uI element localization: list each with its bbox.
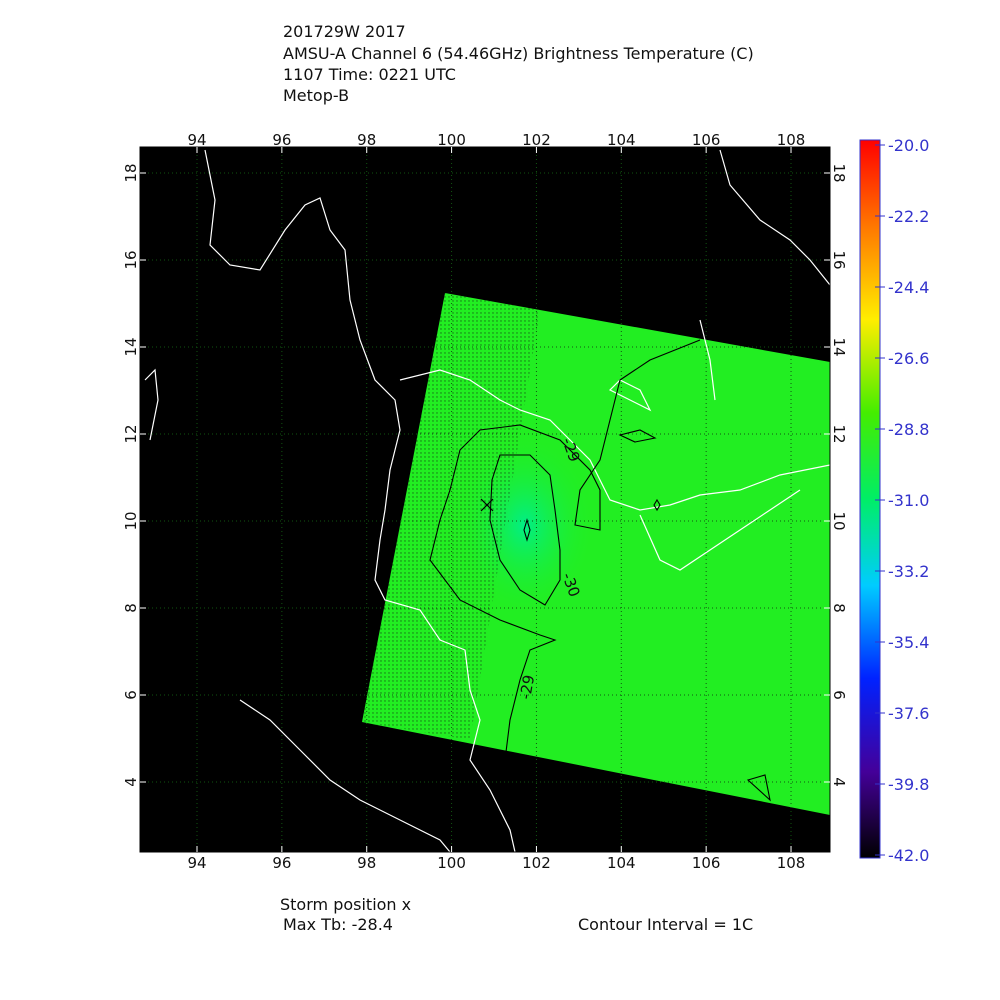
lon-label: 100 bbox=[437, 131, 466, 149]
lat-label: 12 bbox=[122, 424, 140, 443]
storm-position: Storm position x bbox=[280, 895, 411, 914]
lat-label: 6 bbox=[122, 690, 140, 700]
title-line: AMSU-A Channel 6 (54.46GHz) Brightness T… bbox=[283, 44, 754, 63]
hatched-strip bbox=[362, 293, 540, 740]
colorbar bbox=[859, 139, 881, 859]
colorbar-label: -39.8 bbox=[888, 775, 929, 794]
colorbar-labels: -20.0 -22.2 -24.4 -26.6 -28.8 -31.0 -33.2 -35.4… bbox=[875, 136, 929, 865]
lon-label: 96 bbox=[272, 131, 291, 149]
contours bbox=[429, 339, 771, 802]
map-frame bbox=[139, 146, 831, 853]
lat-label: 18 bbox=[122, 163, 140, 182]
colorbar-label: -26.6 bbox=[888, 349, 929, 368]
lat-label: 4 bbox=[830, 777, 848, 787]
colorbar-label: -20.0 bbox=[888, 136, 929, 155]
colorbar-label: -22.2 bbox=[888, 207, 929, 226]
title-line: 1107 Time: 0221 UTC bbox=[283, 65, 456, 84]
lon-label: 98 bbox=[357, 131, 376, 149]
header: 201729W 2017 AMSU-A Channel 6 (54.46GHz)… bbox=[283, 22, 754, 105]
lon-label: 106 bbox=[692, 854, 721, 872]
colorbar-label: -24.4 bbox=[888, 278, 929, 297]
lat-label: 10 bbox=[830, 511, 848, 530]
axis-ticks: 9494969698981001001021021041041061061081… bbox=[122, 131, 848, 872]
colorbar-label: -42.0 bbox=[888, 846, 929, 865]
title-line: 201729W 2017 bbox=[283, 22, 406, 41]
lat-label: 8 bbox=[830, 603, 848, 613]
colorbar-label: -28.8 bbox=[888, 420, 929, 439]
lon-label: 104 bbox=[607, 131, 636, 149]
lon-label: 98 bbox=[357, 854, 376, 872]
lon-label: 94 bbox=[187, 131, 206, 149]
map: -29 -30 -29 bbox=[140, 147, 830, 852]
colorbar-label: -37.6 bbox=[888, 704, 929, 723]
lat-label: 6 bbox=[830, 690, 848, 700]
lon-label: 100 bbox=[437, 854, 466, 872]
lat-label: 16 bbox=[830, 250, 848, 269]
lat-label: 14 bbox=[830, 337, 848, 356]
lat-label: 16 bbox=[122, 250, 140, 269]
lon-label: 94 bbox=[187, 854, 206, 872]
lat-label: 10 bbox=[122, 511, 140, 530]
lon-label: 108 bbox=[777, 854, 806, 872]
lat-label: 8 bbox=[122, 603, 140, 613]
title-line: Metop-B bbox=[283, 86, 349, 105]
coastlines bbox=[144, 149, 830, 852]
colorbar-label: -31.0 bbox=[888, 491, 929, 510]
lon-label: 104 bbox=[607, 854, 636, 872]
lat-label: 14 bbox=[122, 337, 140, 356]
storm-marker bbox=[480, 498, 494, 512]
lon-label: 106 bbox=[692, 131, 721, 149]
colorbar-label: -35.4 bbox=[888, 633, 929, 652]
lon-label: 96 bbox=[272, 854, 291, 872]
lat-label: 4 bbox=[122, 777, 140, 787]
contour-label: -29 bbox=[516, 673, 538, 700]
colorbar-label: -33.2 bbox=[888, 562, 929, 581]
max-tb: Max Tb: -28.4 bbox=[283, 915, 393, 934]
lat-label: 18 bbox=[830, 163, 848, 182]
lon-label: 102 bbox=[522, 131, 551, 149]
lat-label: 12 bbox=[830, 424, 848, 443]
lon-label: 102 bbox=[522, 854, 551, 872]
lon-label: 108 bbox=[777, 131, 806, 149]
contour-interval: Contour Interval = 1C bbox=[578, 915, 753, 934]
